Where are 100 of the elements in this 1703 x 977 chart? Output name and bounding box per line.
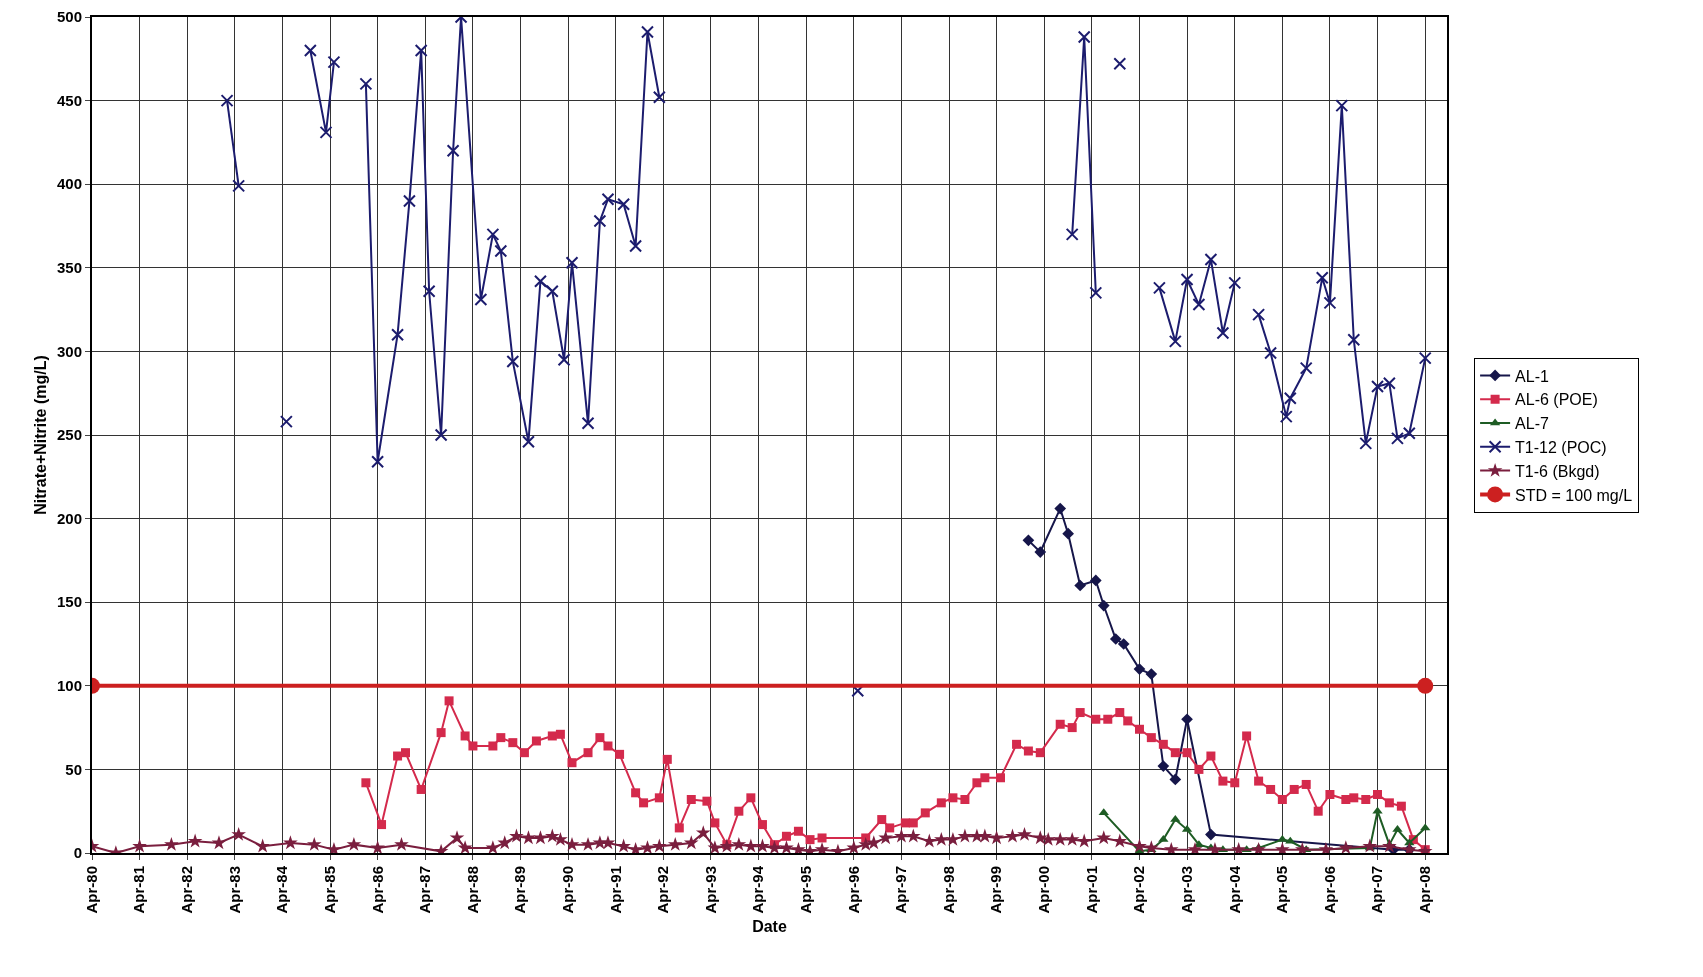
x-tick-label: Apr-01 xyxy=(1082,866,1100,914)
legend-label: T1-12 (POC) xyxy=(1515,439,1607,457)
point xyxy=(1113,57,1127,71)
point xyxy=(1098,808,1109,816)
point xyxy=(1180,273,1194,286)
point xyxy=(1065,227,1079,241)
x-axis-title: Date xyxy=(752,917,787,935)
point xyxy=(1168,334,1182,348)
point xyxy=(1062,527,1075,540)
legend-label: T1-6 (Bkgd) xyxy=(1515,462,1600,480)
x-tick-label: Apr-07 xyxy=(1368,866,1386,914)
x-tick-label: Apr-83 xyxy=(225,866,243,914)
x-tick-label: Apr-04 xyxy=(1225,865,1243,914)
point xyxy=(1204,252,1218,266)
y-tick-label: 500 xyxy=(56,8,82,26)
point xyxy=(434,428,448,442)
point xyxy=(446,144,460,158)
point xyxy=(1359,436,1373,450)
x-tick-label: Apr-84 xyxy=(273,865,291,914)
point xyxy=(652,90,666,104)
point xyxy=(422,284,436,298)
point xyxy=(601,192,615,206)
x-tick-label: Apr-98 xyxy=(939,866,957,914)
point xyxy=(486,227,500,241)
point xyxy=(521,435,535,449)
x-tick-label: Apr-99 xyxy=(987,866,1005,914)
point xyxy=(1074,579,1087,592)
x-tick-label: Apr-00 xyxy=(1035,866,1053,914)
point xyxy=(1109,633,1122,645)
legend-label: AL-6 (POE) xyxy=(1515,391,1598,409)
point xyxy=(506,354,520,368)
y-tick-label: 150 xyxy=(56,593,82,611)
point xyxy=(1264,346,1278,360)
x-tick-label: Apr-03 xyxy=(1177,866,1195,914)
x-tick-label: Apr-02 xyxy=(1130,866,1148,914)
point xyxy=(391,328,405,342)
y-tick-label: 450 xyxy=(56,91,82,109)
point xyxy=(1420,823,1431,831)
point xyxy=(1117,638,1130,650)
y-tick-label: 0 xyxy=(73,844,82,862)
point xyxy=(1054,502,1067,515)
y-axis-title: Nitrate+Nitrite (mg/L) xyxy=(32,355,50,515)
point xyxy=(1323,296,1337,310)
point xyxy=(402,194,416,208)
legend-label: STD = 100 mg/L xyxy=(1515,486,1633,504)
point xyxy=(1283,391,1297,405)
point xyxy=(1169,773,1182,786)
point xyxy=(565,256,579,270)
x-tick-label: Apr-87 xyxy=(416,866,434,914)
point xyxy=(279,415,293,429)
point xyxy=(1192,298,1206,312)
point xyxy=(371,455,385,469)
point xyxy=(545,284,559,298)
y-tick-label: 200 xyxy=(56,509,82,527)
y-tick-label: 50 xyxy=(65,760,82,778)
y-tick-label: 100 xyxy=(56,677,82,695)
point xyxy=(557,353,571,367)
point xyxy=(319,125,333,139)
legend-label: AL-7 xyxy=(1515,415,1549,433)
y-tick-label: 300 xyxy=(56,342,82,360)
x-tick-label: Apr-94 xyxy=(749,865,767,914)
x-tick-label: Apr-92 xyxy=(654,866,672,914)
point xyxy=(1089,574,1102,587)
point xyxy=(1205,828,1217,841)
x-tick-label: Apr-90 xyxy=(558,866,576,914)
point xyxy=(1022,534,1035,547)
point xyxy=(303,43,317,57)
x-tick-label: Apr-81 xyxy=(130,866,148,914)
x-tick-label: Apr-08 xyxy=(1416,866,1434,914)
point xyxy=(1279,410,1293,424)
point xyxy=(581,416,595,430)
x-tick-label: Apr-96 xyxy=(844,866,862,914)
point xyxy=(640,25,654,39)
point xyxy=(1228,276,1242,290)
point xyxy=(593,214,607,228)
x-tick-label: Apr-85 xyxy=(320,866,338,914)
point xyxy=(1315,271,1329,285)
point xyxy=(1157,760,1170,772)
point xyxy=(533,274,547,288)
point xyxy=(474,293,488,307)
point xyxy=(1390,431,1404,445)
point xyxy=(359,77,373,91)
point xyxy=(1077,30,1091,44)
point xyxy=(1335,99,1349,113)
point xyxy=(1285,836,1296,844)
point xyxy=(1299,361,1313,375)
point xyxy=(1089,286,1103,300)
point xyxy=(1402,426,1416,440)
y-tick-label: 250 xyxy=(56,426,82,444)
legend-label: AL-1 xyxy=(1515,367,1549,385)
point xyxy=(1152,281,1166,295)
point xyxy=(494,244,508,258)
point xyxy=(327,55,341,69)
point xyxy=(1034,546,1047,558)
point xyxy=(629,239,643,253)
point xyxy=(1216,326,1230,340)
x-tick-label: Apr-95 xyxy=(797,866,815,914)
x-tick-label: Apr-05 xyxy=(1273,866,1291,914)
point xyxy=(1097,599,1110,612)
y-tick-label: 400 xyxy=(56,175,82,193)
